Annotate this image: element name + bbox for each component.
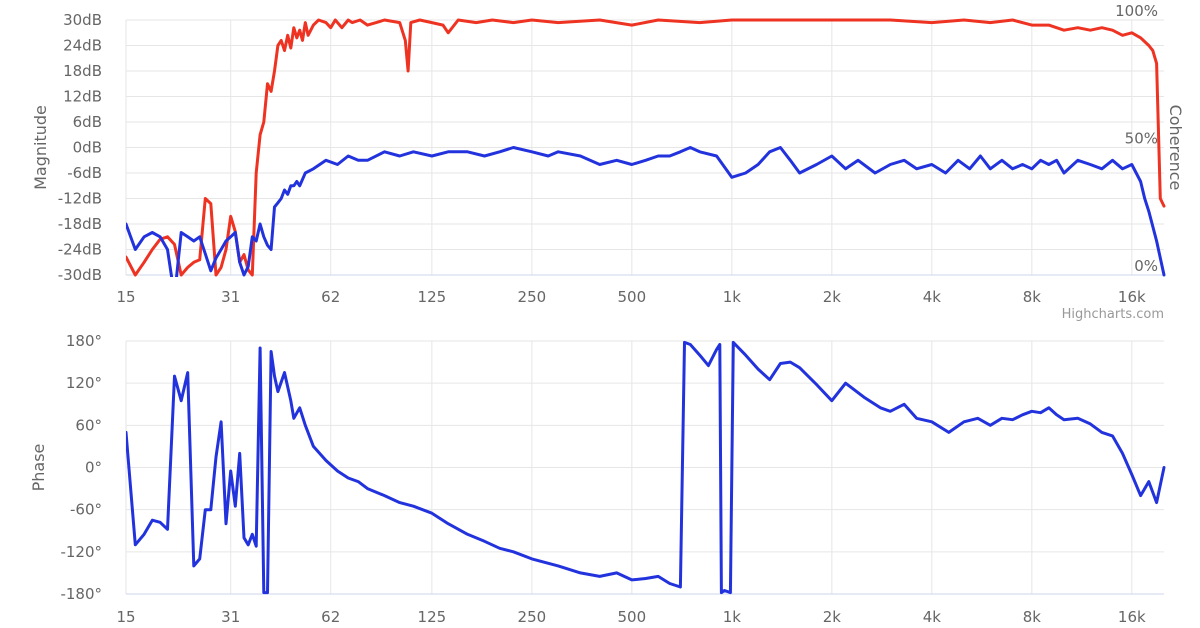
phase-series-line[interactable] xyxy=(126,340,1166,595)
x-tick-label: 4k xyxy=(923,608,942,626)
y-tick-label: -24dB xyxy=(58,241,102,259)
y-tick-label: 180° xyxy=(66,332,102,350)
y-tick-label: 120° xyxy=(66,374,102,392)
y-tick-label: 0dB xyxy=(73,139,102,157)
x-tick-label: 15 xyxy=(116,288,135,306)
y-tick-label: 12dB xyxy=(63,88,102,106)
x-tick-label: 1k xyxy=(723,288,742,306)
x-tick-label: 2k xyxy=(823,608,842,626)
y-tick-label: -120° xyxy=(60,543,102,561)
x-tick-label: 125 xyxy=(418,608,447,626)
y-tick-label: -6dB xyxy=(67,164,102,182)
y-tick-label: 0° xyxy=(85,459,102,477)
secondary-tick-label: 50% xyxy=(1125,130,1158,148)
x-tick-label: 31 xyxy=(221,608,240,626)
x-tick-label: 250 xyxy=(518,608,547,626)
x-tick-label: 4k xyxy=(923,288,942,306)
x-tick-label: 500 xyxy=(618,288,647,306)
secondary-axis-title: Coherence xyxy=(1166,105,1185,191)
x-tick-label: 62 xyxy=(321,608,340,626)
x-tick-label: 125 xyxy=(418,288,447,306)
y-tick-label: 24dB xyxy=(63,37,102,55)
y-tick-label: -12dB xyxy=(58,190,102,208)
secondary-tick-label: 0% xyxy=(1134,257,1158,275)
x-tick-label: 15 xyxy=(116,608,135,626)
y-tick-label: -18dB xyxy=(58,215,102,233)
y-tick-label: -30dB xyxy=(58,266,102,284)
x-tick-label: 8k xyxy=(1023,288,1042,306)
y-tick-label: -180° xyxy=(60,585,102,603)
x-tick-label: 16k xyxy=(1118,608,1146,626)
x-tick-label: 31 xyxy=(221,288,240,306)
x-tick-label: 62 xyxy=(321,288,340,306)
x-tick-label: 500 xyxy=(618,608,647,626)
phase-chart: -180° -120° -60° 0° 60° 120° 180° 15 31 62 125 250 5… xyxy=(29,332,1166,626)
x-tick-label: 250 xyxy=(518,288,547,306)
x-tick-label: 2k xyxy=(823,288,842,306)
x-tick-label: 8k xyxy=(1023,608,1042,626)
y-axis-title: Magnitude xyxy=(31,105,50,190)
credits-label[interactable]: Highcharts.com xyxy=(1062,307,1164,322)
secondary-tick-label: 100% xyxy=(1115,2,1158,20)
y-tick-label: 6dB xyxy=(73,113,102,131)
coherence-series-line[interactable] xyxy=(126,18,1166,277)
y-tick-label: 60° xyxy=(75,416,102,434)
y-tick-label: -60° xyxy=(70,501,102,519)
magnitude-chart: -30dB -24dB -18dB -12dB -6dB 0dB 6dB 12dB 18dB 24… xyxy=(31,2,1185,306)
y-tick-label: 18dB xyxy=(63,62,102,80)
y-axis-title: Phase xyxy=(29,444,48,492)
x-tick-label: 16k xyxy=(1118,288,1146,306)
y-tick-label: 30dB xyxy=(63,11,102,29)
x-tick-label: 1k xyxy=(723,608,742,626)
magnitude-series-line[interactable] xyxy=(126,146,1166,297)
